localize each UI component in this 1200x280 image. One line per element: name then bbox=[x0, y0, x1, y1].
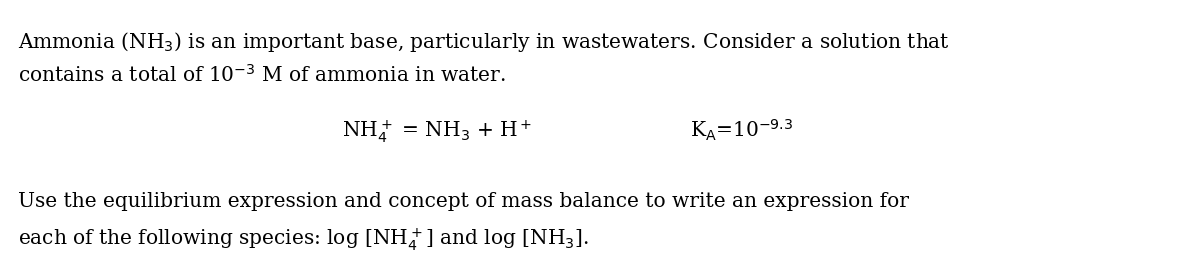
Text: each of the following species: log [NH$_4^+$] and log [NH$_3$].: each of the following species: log [NH$_… bbox=[18, 226, 589, 253]
Text: K$_{\mathrm{A}}$=10$^{-9.3}$: K$_{\mathrm{A}}$=10$^{-9.3}$ bbox=[690, 118, 793, 143]
Text: Ammonia (NH$_3$) is an important base, particularly in wastewaters. Consider a s: Ammonia (NH$_3$) is an important base, p… bbox=[18, 30, 950, 54]
Text: Use the equilibrium expression and concept of mass balance to write an expressio: Use the equilibrium expression and conce… bbox=[18, 192, 910, 211]
Text: contains a total of 10$^{-3}$ M of ammonia in water.: contains a total of 10$^{-3}$ M of ammon… bbox=[18, 64, 505, 86]
Text: NH$_4^+$ = NH$_3$ + H$^+$: NH$_4^+$ = NH$_3$ + H$^+$ bbox=[342, 118, 533, 145]
